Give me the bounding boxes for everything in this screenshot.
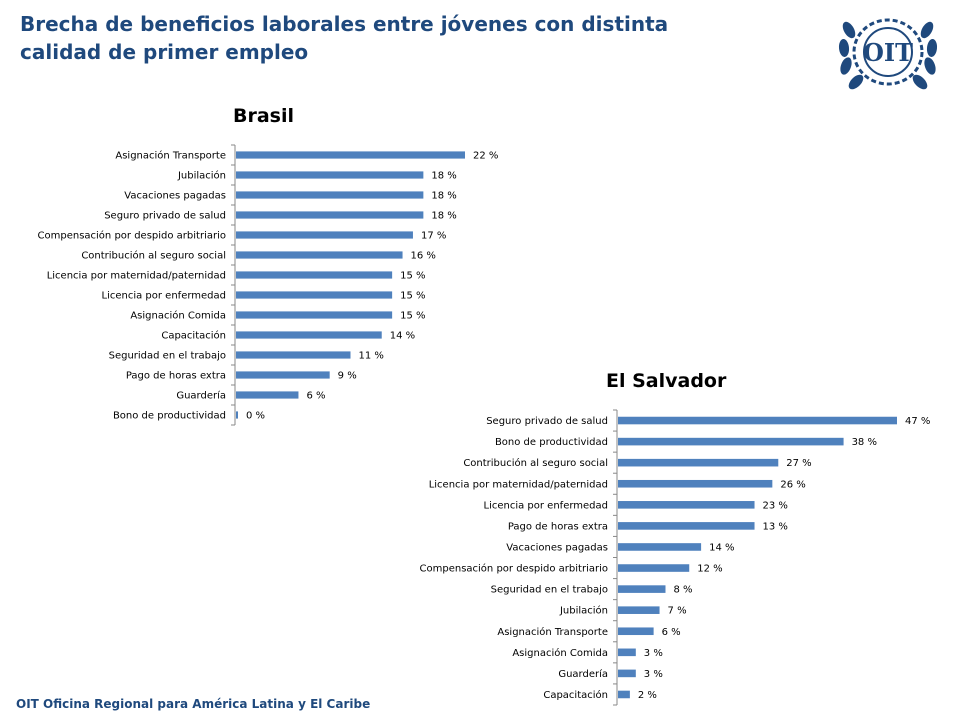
brasil-category-label: Capacitación [161, 330, 226, 342]
el-salvador-data-label: 7 % [668, 606, 687, 617]
brasil-category-label: Seguro privado de salud [104, 211, 226, 222]
el-salvador-category-label: Licencia por enfermedad [484, 500, 609, 511]
brasil-bar [236, 191, 424, 199]
chart-title-brasil: Brasil [233, 105, 295, 127]
brasil-data-label: 18 % [431, 171, 456, 182]
el-salvador-data-label: 2 % [638, 690, 657, 701]
el-salvador-bar [618, 690, 630, 699]
el-salvador-data-label: 8 % [673, 585, 692, 596]
brasil-data-label: 14 % [390, 331, 415, 342]
logo-text: OIT [863, 38, 913, 67]
brasil-bar [236, 351, 351, 359]
brasil-bar [236, 311, 393, 319]
el-salvador-category-label: Seguridad en el trabajo [491, 585, 608, 596]
bar-chart-brasil: Asignación Transporte 22 % Jubilación 18 % V… [38, 144, 498, 426]
brasil-bar [236, 211, 424, 219]
el-salvador-category-label: Compensación por despido arbitriario [420, 563, 608, 575]
brasil-category-label: Seguridad en el trabajo [109, 351, 226, 362]
brasil-bar [236, 271, 393, 279]
el-salvador-data-label: 47 % [905, 416, 930, 427]
brasil-category-label: Asignación Comida [130, 310, 226, 322]
footer-text: OIT Oficina Regional para América Latina… [16, 697, 371, 711]
el-salvador-category-label: Seguro privado de salud [486, 416, 608, 427]
chart-title-el-salvador: El Salvador [606, 370, 727, 392]
brasil-data-label: 6 % [306, 391, 325, 402]
title-line-2: calidad de primer empleo [20, 40, 309, 64]
brasil-data-label: 17 % [421, 231, 446, 242]
el-salvador-data-label: 12 % [697, 564, 722, 575]
el-salvador-bar [618, 522, 755, 530]
brasil-category-label: Jubilación [177, 170, 226, 182]
el-salvador-bar [618, 437, 844, 446]
el-salvador-category-label: Pago de horas extra [508, 521, 608, 532]
el-salvador-bar [618, 416, 897, 425]
brasil-data-label: 22 % [473, 151, 498, 162]
el-salvador-data-label: 27 % [786, 458, 811, 469]
brasil-data-label: 18 % [431, 191, 456, 202]
bar-chart-el-salvador: Seguro privado de salud 47 % Bono de produ… [420, 409, 930, 706]
page-title: Brecha de beneficios laborales entre jóv… [20, 10, 720, 66]
brasil-category-label: Licencia por enfermedad [102, 291, 227, 302]
brasil-bar [236, 371, 330, 379]
el-salvador-data-label: 14 % [709, 542, 734, 553]
el-salvador-bar [618, 501, 755, 509]
brasil-data-label: 15 % [400, 311, 425, 322]
el-salvador-category-label: Licencia por maternidad/paternidad [429, 479, 608, 490]
el-salvador-data-label: 13 % [763, 521, 788, 532]
el-salvador-data-label: 3 % [644, 669, 663, 680]
brasil-bar [236, 331, 382, 339]
brasil-bar [236, 171, 424, 179]
brasil-data-label: 18 % [431, 211, 456, 222]
brasil-bar [236, 291, 393, 299]
brasil-bar [236, 251, 403, 259]
el-salvador-category-label: Contribución al seguro social [463, 457, 608, 469]
el-salvador-bar [618, 648, 636, 657]
brasil-category-label: Asignación Transporte [115, 150, 226, 162]
brasil-data-label: 11 % [359, 351, 384, 362]
brasil-data-label: 16 % [411, 251, 436, 262]
brasil-bar [236, 231, 413, 239]
ilo-logo-icon: OIT [838, 18, 938, 90]
el-salvador-category-label: Asignación Transporte [497, 626, 608, 638]
el-salvador-category-label: Guardería [558, 668, 608, 680]
brasil-bar [236, 151, 465, 159]
el-salvador-category-label: Capacitación [543, 689, 608, 701]
el-salvador-bar [618, 606, 660, 614]
el-salvador-data-label: 23 % [763, 500, 788, 511]
el-salvador-data-label: 38 % [852, 437, 877, 448]
brasil-bar [236, 411, 238, 419]
el-salvador-bar [618, 585, 666, 593]
el-salvador-data-label: 26 % [780, 479, 805, 490]
el-salvador-data-label: 3 % [644, 648, 663, 659]
brasil-category-label: Vacaciones pagadas [124, 191, 226, 202]
brasil-data-label: 9 % [338, 371, 357, 382]
el-salvador-bar [618, 564, 690, 572]
el-salvador-bar [618, 627, 654, 636]
el-salvador-bar [618, 669, 636, 678]
brasil-data-label: 0 % [246, 411, 265, 422]
brasil-category-label: Contribución al seguro social [81, 250, 226, 262]
brasil-data-label: 15 % [400, 291, 425, 302]
brasil-category-label: Guardería [176, 390, 226, 402]
brasil-category-label: Licencia por maternidad/paternidad [47, 271, 226, 282]
brasil-data-label: 15 % [400, 271, 425, 282]
el-salvador-bar [618, 479, 773, 488]
el-salvador-bar [618, 458, 779, 467]
brasil-category-label: Bono de productividad [113, 411, 226, 422]
el-salvador-category-label: Vacaciones pagadas [506, 542, 608, 553]
el-salvador-category-label: Bono de productividad [495, 437, 608, 448]
brasil-category-label: Pago de horas extra [126, 371, 226, 382]
el-salvador-category-label: Asignación Comida [512, 647, 608, 659]
brasil-bar [236, 391, 299, 399]
el-salvador-bar [618, 543, 702, 551]
el-salvador-data-label: 6 % [662, 627, 681, 638]
el-salvador-category-label: Jubilación [559, 605, 608, 617]
brasil-category-label: Compensación por despido arbitriario [38, 230, 226, 242]
title-line-1: Brecha de beneficios laborales entre jóv… [20, 12, 669, 36]
